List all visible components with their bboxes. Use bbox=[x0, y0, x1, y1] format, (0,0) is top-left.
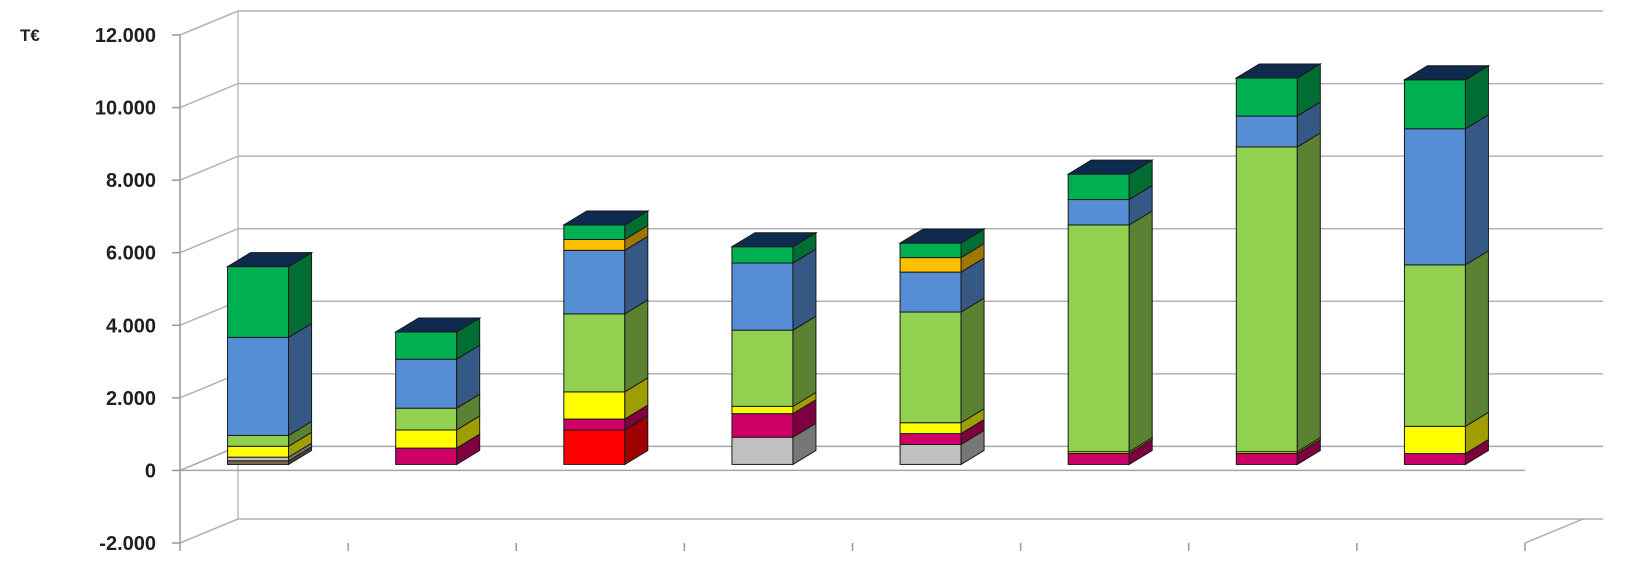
bar-stack bbox=[1402, 64, 1491, 466]
bar-top bbox=[562, 210, 650, 226]
bar-segment bbox=[1403, 79, 1466, 130]
bar-segment bbox=[731, 436, 794, 465]
gridline-depth bbox=[179, 228, 239, 254]
bar-segment bbox=[395, 331, 458, 360]
bar-stack bbox=[730, 231, 818, 466]
bar-segment bbox=[395, 447, 458, 465]
bar-top bbox=[1066, 159, 1154, 175]
bar-segment bbox=[899, 242, 962, 259]
bar-segment bbox=[899, 443, 962, 465]
bar-segment bbox=[563, 391, 626, 420]
bar-segment bbox=[1235, 146, 1298, 453]
bar-stack bbox=[393, 317, 482, 466]
y-tick-label: 4.000 bbox=[106, 315, 156, 337]
bar-segment-side bbox=[1128, 210, 1153, 453]
bar-segment bbox=[563, 418, 626, 431]
y-tick-label: 10.000 bbox=[95, 98, 156, 120]
bar-segment bbox=[563, 249, 626, 315]
gridline-depth bbox=[179, 82, 239, 109]
bar-top bbox=[1234, 63, 1323, 79]
bar-top bbox=[1402, 65, 1491, 81]
gridline-depth bbox=[179, 518, 239, 544]
bar-segment bbox=[563, 224, 626, 240]
bar-segment bbox=[1235, 77, 1298, 117]
y-tick-label: 6.000 bbox=[106, 243, 156, 265]
bar-segment bbox=[227, 460, 290, 465]
y-tick-label: 12.000 bbox=[95, 25, 156, 47]
bar-segment bbox=[899, 433, 962, 445]
bar-segment bbox=[1403, 264, 1466, 427]
bar-segment bbox=[1067, 199, 1130, 226]
bar-segment bbox=[731, 329, 794, 407]
bar-top bbox=[393, 317, 482, 333]
bar-segment bbox=[1403, 453, 1466, 465]
bar-stack bbox=[1066, 159, 1154, 466]
bar-segment bbox=[899, 257, 962, 273]
gridline-depth bbox=[179, 155, 239, 181]
bar-segment bbox=[1067, 453, 1130, 465]
bar-segment-side bbox=[1464, 249, 1489, 428]
bar-segment-side bbox=[288, 322, 313, 437]
bar-stack bbox=[898, 228, 986, 466]
bar-top bbox=[225, 252, 314, 268]
bar-segment-side bbox=[960, 297, 985, 424]
bar-top bbox=[898, 228, 986, 244]
bar-segment-side bbox=[288, 251, 313, 339]
bar-segment bbox=[227, 445, 290, 458]
y-tick-label: 0 bbox=[145, 460, 156, 482]
bar-segment-side bbox=[1464, 113, 1489, 266]
y-tick-label: 2.000 bbox=[106, 388, 156, 410]
gridlines bbox=[179, 10, 1603, 544]
bars bbox=[225, 63, 1491, 466]
bar-segment-side bbox=[1296, 132, 1321, 453]
bar-segment bbox=[227, 456, 290, 462]
bar-segment bbox=[1403, 425, 1466, 455]
bar-segment-side bbox=[624, 298, 649, 393]
bar-stack bbox=[562, 210, 650, 466]
bar-segment bbox=[1235, 115, 1298, 148]
y-axis-unit-label: T€ bbox=[20, 26, 40, 45]
bar-segment bbox=[227, 434, 290, 447]
bar-segment bbox=[731, 413, 794, 438]
bar-segment bbox=[395, 358, 458, 409]
bar-segment bbox=[731, 246, 794, 264]
bar-segment-side bbox=[792, 315, 817, 408]
bar-segment bbox=[1403, 128, 1466, 266]
bar-top bbox=[730, 232, 818, 248]
bar-stack bbox=[1234, 63, 1323, 466]
bar-segment bbox=[227, 266, 290, 338]
bar-segment bbox=[395, 407, 458, 431]
bar-stack bbox=[225, 251, 314, 466]
bar-segment bbox=[563, 429, 626, 465]
gridline-depth bbox=[179, 10, 239, 36]
bar-segment bbox=[227, 336, 290, 436]
bar-segment bbox=[395, 429, 458, 449]
y-axis: -2.000 0 2.000 4.000 6.000 8.000 10.000 12.000 bbox=[95, 25, 1526, 555]
bar-segment bbox=[1067, 224, 1130, 453]
bar-segment bbox=[899, 311, 962, 424]
bar-segment bbox=[899, 422, 962, 435]
bar-segment bbox=[1235, 453, 1298, 465]
bar-segment bbox=[731, 405, 794, 415]
bar-segment bbox=[563, 238, 626, 251]
y-tick-label: 8.000 bbox=[106, 170, 156, 192]
bar-segment bbox=[731, 262, 794, 331]
bar-segment bbox=[563, 313, 626, 393]
y-tick-label: -2.000 bbox=[99, 533, 156, 555]
floor-right-edge bbox=[1524, 518, 1584, 544]
bar-segment bbox=[1067, 173, 1130, 201]
bar-segment bbox=[899, 271, 962, 313]
